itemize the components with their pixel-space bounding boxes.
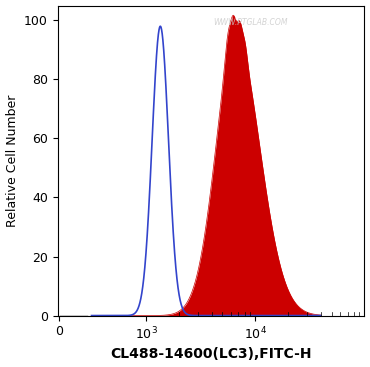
X-axis label: CL488-14600(LC3),FITC-H: CL488-14600(LC3),FITC-H [110, 348, 312, 361]
Text: WWW.PTGLAB.COM: WWW.PTGLAB.COM [214, 18, 288, 27]
Y-axis label: Relative Cell Number: Relative Cell Number [6, 94, 18, 227]
